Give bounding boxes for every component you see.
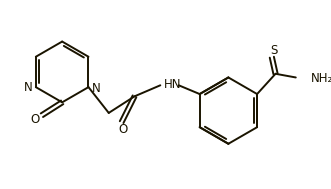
Text: N: N bbox=[91, 82, 100, 94]
Text: HN: HN bbox=[164, 78, 181, 91]
Text: O: O bbox=[118, 123, 127, 136]
Text: O: O bbox=[31, 113, 40, 126]
Text: N: N bbox=[24, 81, 33, 94]
Text: NH₂: NH₂ bbox=[310, 72, 331, 85]
Text: S: S bbox=[270, 44, 277, 57]
